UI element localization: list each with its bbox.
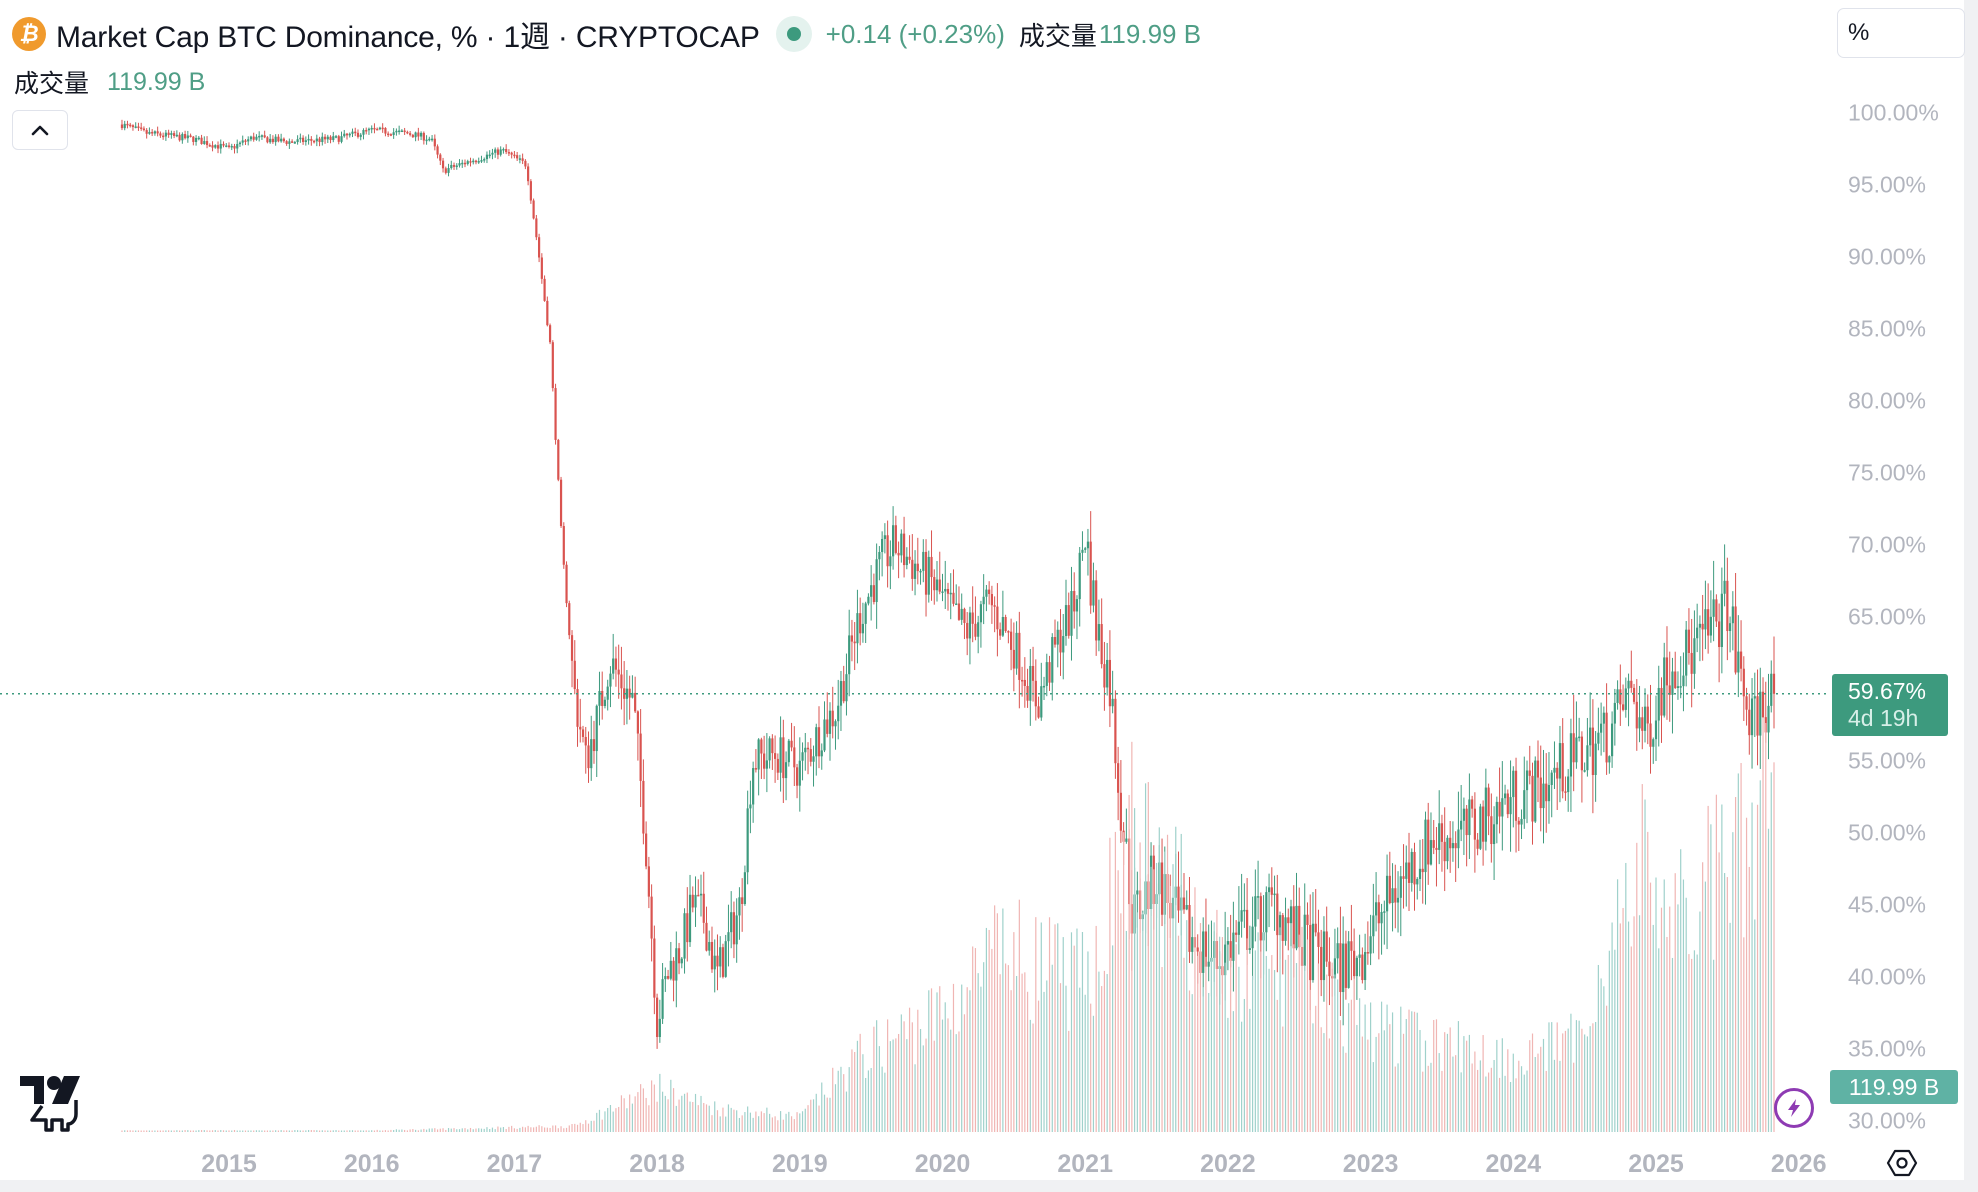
chart-settings-button[interactable] [1886,1147,1918,1179]
market-status-indicator[interactable] [775,16,812,52]
time-axis-tick: 2021 [1057,1150,1113,1178]
price-axis-tick: 40.00% [1848,963,1927,990]
collapse-legend-button[interactable] [12,110,68,150]
time-axis-tick: 2019 [771,1150,828,1178]
window-edge-bottom [0,1180,1978,1192]
tradingview-logo-icon [20,1076,80,1132]
volume-value: 119.99 B [1098,18,1202,49]
price-axis-tick: 50.00% [1848,819,1927,846]
price-axis-tick: 90.00% [1848,243,1927,270]
time-axis-tick: 2017 [486,1150,543,1178]
volume-label: 成交量 [1018,20,1097,51]
chevron-up-icon [31,125,49,136]
bar-countdown: 4d 19h [1848,705,1919,731]
time-axis-tick: 2020 [914,1150,971,1178]
scale-mode-button[interactable]: % [1837,8,1965,58]
time-axis-tick: 2023 [1342,1150,1399,1178]
price-axis-tick: 95.00% [1848,171,1927,198]
price-axis-tick: 100.00% [1848,99,1939,126]
price-axis-tick: 75.00% [1848,459,1927,486]
price-axis-tick: 30.00% [1848,1107,1927,1134]
last-price-value: 59.67% [1848,678,1927,704]
last-price-label: 59.67% 4d 19h [1832,674,1948,736]
time-axis-tick: 2026 [1770,1150,1827,1178]
time-axis-tick: 2022 [1200,1150,1256,1178]
symbol-header: ₿ Market Cap BTC Dominance, % · 1週 · CRY… [12,12,1201,56]
window-edge-right [1964,0,1978,1192]
lightning-icon [1788,1099,1800,1117]
time-axis-tick: 2018 [629,1150,685,1178]
price-axis-tick: 45.00% [1848,891,1927,918]
price-axis-tick: 55.00% [1848,747,1927,774]
time-axis-tick: 2025 [1628,1150,1684,1178]
flash-button[interactable] [1774,1088,1814,1128]
volume-axis-label: 119.99 B [1830,1070,1958,1104]
time-axis-tick: 2015 [201,1150,257,1178]
time-axis-tick: 2016 [343,1150,400,1178]
market-live-dot-icon [786,27,801,41]
indicator-legend-value: 119.99 B [107,67,206,96]
price-axis-tick: 65.00% [1848,603,1927,630]
indicator-legend-label: 成交量 [14,70,90,98]
settings-hexagon-icon [1886,1149,1918,1177]
indicator-legend[interactable]: 成交量 119.99 B [14,64,205,100]
bitcoin-icon: ₿ [12,17,46,51]
price-axis-tick: 85.00% [1848,315,1927,342]
price-change: +0.14 (+0.23%) [825,18,1005,49]
price-axis-tick: 70.00% [1848,531,1927,558]
time-axis-tick: 2024 [1485,1150,1542,1178]
price-axis-tick: 80.00% [1848,387,1927,414]
symbol-title[interactable]: Market Cap BTC Dominance, % · 1週 · CRYPT… [56,21,760,54]
price-axis-tick: 35.00% [1848,1035,1927,1062]
tradingview-logo[interactable] [18,1074,82,1132]
